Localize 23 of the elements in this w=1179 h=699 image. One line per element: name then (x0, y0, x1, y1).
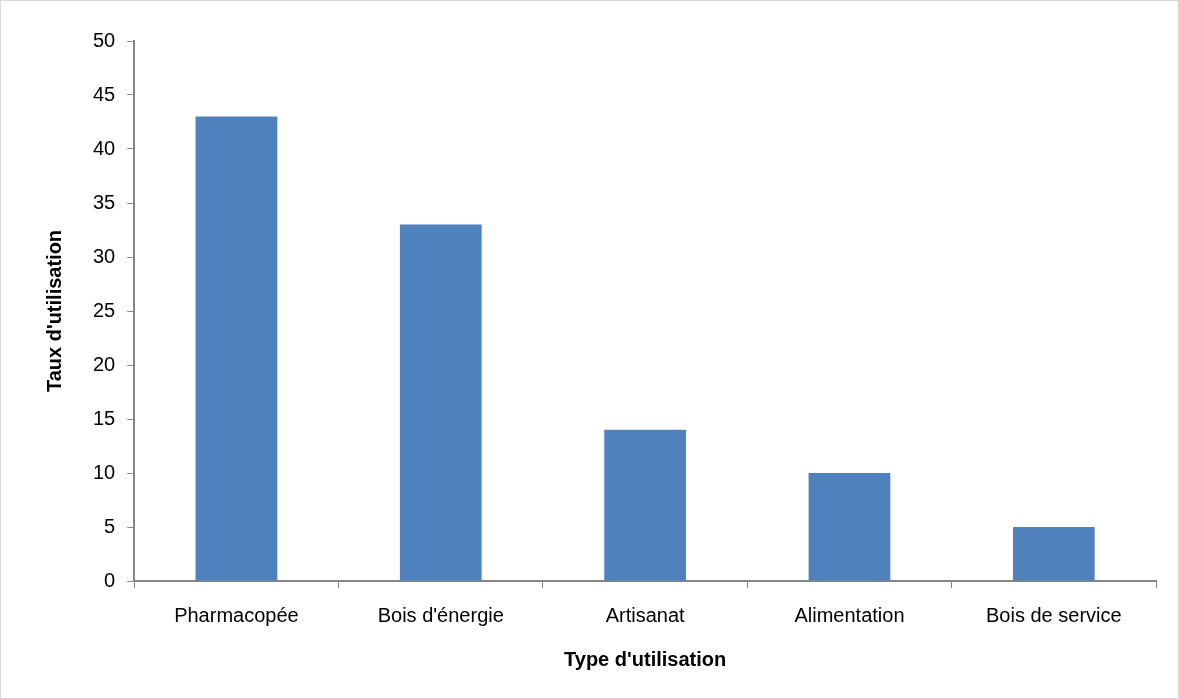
y-tick-label: 0 (104, 568, 116, 591)
y-tick-label: 20 (93, 352, 116, 375)
x-tick-label: Pharmacopée (174, 603, 299, 626)
bar (604, 429, 686, 581)
bar (808, 473, 891, 581)
y-axis-title: Taux d'utilisation (42, 229, 65, 393)
y-tick-label: 50 (93, 28, 116, 51)
bar (1012, 527, 1095, 581)
x-tick-label: Bois de service (986, 603, 1122, 626)
y-tick-label: 15 (93, 406, 116, 429)
y-tick-label: 5 (104, 514, 116, 537)
y-tick-label: 35 (93, 190, 116, 213)
bar (399, 224, 482, 581)
y-tick-label: 45 (93, 82, 116, 105)
y-tick-label: 30 (93, 244, 116, 267)
x-tick-label: Alimentation (794, 603, 905, 626)
y-tick-label: 10 (93, 460, 116, 483)
y-tick-label: 25 (93, 298, 116, 321)
bar (195, 116, 278, 581)
x-tick-label: Artisanat (605, 603, 686, 626)
x-axis-title: Type d'utilisation (564, 647, 727, 670)
y-tick-label: 40 (93, 136, 116, 159)
x-tick-label: Bois d'énergie (377, 603, 504, 626)
